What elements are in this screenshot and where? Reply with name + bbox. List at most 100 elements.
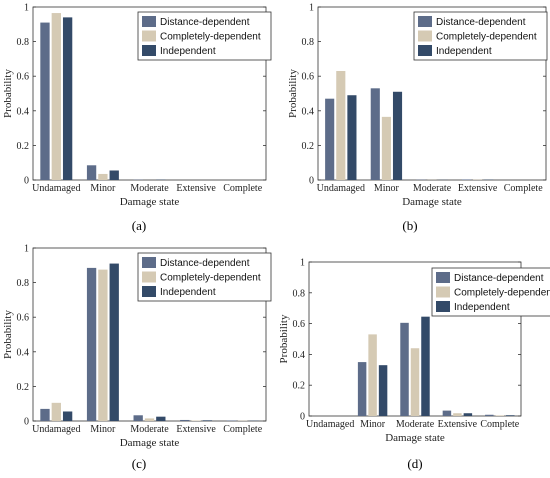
- y-tick-label: 0.6: [17, 72, 30, 83]
- y-tick-label: 0.2: [293, 381, 306, 392]
- bar-independent: [421, 316, 430, 416]
- bar-completely: [453, 413, 462, 416]
- bar-independent: [506, 415, 515, 416]
- y-tick-label: 0.4: [17, 347, 30, 358]
- bar-distance: [400, 322, 409, 416]
- y-tick-label: 0: [309, 176, 314, 187]
- x-tick-label: Extensive: [176, 424, 216, 435]
- bar-distance: [485, 414, 494, 416]
- x-tick-label: Moderate: [130, 424, 169, 435]
- x-tick-label: Moderate: [396, 419, 435, 430]
- bar-completely: [410, 348, 420, 416]
- x-axis-label: Damage state: [385, 432, 445, 444]
- bar-independent: [463, 413, 473, 416]
- bar-completely: [144, 418, 155, 421]
- x-tick-label: Extensive: [176, 183, 216, 194]
- bar-completely: [51, 402, 61, 421]
- x-tick-label: Extensive: [438, 419, 478, 430]
- legend-box: [137, 11, 272, 61]
- legend-label: Independent: [436, 46, 492, 57]
- bar-distance: [180, 419, 190, 421]
- chart-panel-b: 0 0.2 0.4 0.6 0.8 1 Undamaged Minor Moderate Exte…: [287, 3, 548, 233]
- y-tick-label: 0.6: [293, 319, 306, 330]
- legend-swatch-independent: [418, 45, 432, 56]
- bar-distance: [40, 408, 50, 421]
- x-axis-label: Damage state: [402, 196, 462, 208]
- y-tick-label: 0.2: [17, 141, 30, 152]
- y-tick-label: 0.2: [17, 382, 30, 393]
- x-axis-label: Damage state: [120, 196, 180, 208]
- x-axis-label: Damage state: [120, 437, 180, 449]
- bar-distance: [357, 362, 367, 416]
- plot-frame: [32, 6, 267, 181]
- y-tick-label: 0: [24, 176, 29, 187]
- y-tick-label: 0.2: [302, 141, 315, 152]
- y-axis-label: Probability: [278, 314, 290, 363]
- x-tick-label: Complete: [504, 183, 543, 194]
- bar-completely: [191, 420, 201, 421]
- bar-independent: [62, 17, 73, 180]
- bar-distance: [370, 88, 380, 180]
- legend-swatch-completely: [418, 30, 432, 42]
- x-tick-label: Minor: [374, 183, 400, 194]
- y-axis-label: Probability: [287, 69, 299, 118]
- legend-swatch-independent: [436, 301, 450, 312]
- y-tick-label: 1: [309, 3, 314, 14]
- legend-label: Distance-dependent: [436, 17, 526, 28]
- panel-label: (c): [132, 456, 146, 471]
- x-tick-label: Complete: [223, 424, 262, 435]
- legend-box: [413, 11, 548, 61]
- bar-completely: [98, 173, 108, 180]
- bar-distance: [442, 410, 452, 416]
- y-tick-label: 0.8: [293, 288, 306, 299]
- legend-swatch-completely: [436, 286, 450, 298]
- bar-independent: [392, 91, 403, 180]
- bar-completely: [381, 116, 391, 180]
- x-tick-label: Minor: [360, 419, 386, 430]
- bar-distance: [86, 267, 97, 421]
- y-tick-label: 0.4: [17, 106, 30, 117]
- panel-label: (d): [407, 456, 422, 471]
- bar-completely: [495, 415, 505, 416]
- panel-label: (b): [402, 218, 417, 233]
- legend-swatch-independent: [142, 286, 156, 297]
- bar-distance: [325, 98, 335, 180]
- legend-swatch-completely: [142, 30, 156, 42]
- legend-swatch-distance: [418, 16, 432, 27]
- y-tick-label: 1: [300, 258, 305, 269]
- x-tick-label: Complete: [223, 183, 262, 194]
- bar-independent: [347, 95, 357, 180]
- y-tick-label: 0: [300, 412, 305, 423]
- y-tick-label: 0.6: [302, 72, 315, 83]
- legend-box: [137, 252, 272, 302]
- bar-distance: [461, 179, 472, 180]
- legend-label: Distance-dependent: [160, 258, 250, 269]
- bar-completely: [368, 334, 377, 416]
- legend-label: Completely-dependent: [454, 288, 550, 299]
- legend-label: Completely-dependent: [160, 273, 261, 284]
- y-tick-label: 1: [24, 3, 29, 14]
- y-tick-label: 0.6: [17, 313, 30, 324]
- bar-independent: [202, 420, 213, 421]
- y-tick-label: 1: [24, 244, 29, 255]
- panel-label: (a): [132, 218, 146, 233]
- chart-panel-a: 0 0.2 0.4 0.6 0.8 1 Undamaged Minor Moderate Exte…: [2, 3, 272, 233]
- bar-completely: [336, 71, 346, 180]
- legend-swatch-completely: [142, 271, 156, 283]
- legend-box: [431, 267, 550, 317]
- legend-label: Independent: [160, 287, 216, 298]
- legend-label: Distance-dependent: [160, 17, 250, 28]
- x-tick-label: Moderate: [413, 183, 452, 194]
- bar-completely: [51, 13, 61, 181]
- legend-swatch-distance: [142, 16, 156, 27]
- y-axis-label: Probability: [2, 69, 14, 118]
- x-tick-label: Complete: [480, 419, 519, 430]
- y-tick-label: 0.8: [302, 37, 315, 48]
- chart-panel-c: 0 0.2 0.4 0.6 0.8 1 Undamaged Minor Moderate Exte…: [2, 244, 272, 471]
- legend: Distance-dependent Completely-dependent In…: [137, 11, 272, 61]
- bar-distance: [40, 22, 50, 180]
- legend-swatch-distance: [436, 272, 450, 283]
- bar-distance: [226, 420, 237, 421]
- y-tick-label: 0.8: [17, 37, 30, 48]
